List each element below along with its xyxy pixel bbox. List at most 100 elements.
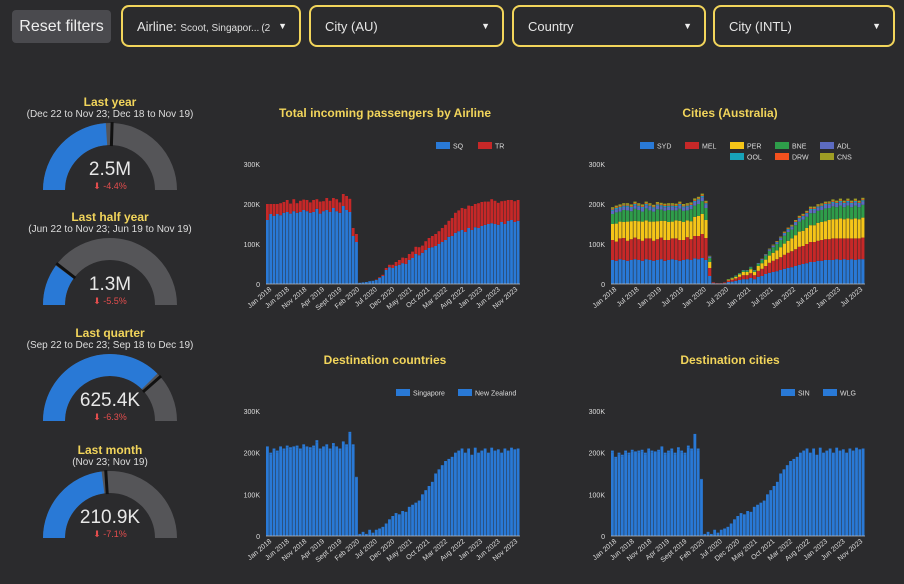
bar-segment-per (693, 216, 697, 236)
bar-segment-sin (703, 533, 707, 536)
bar-segment-singapore (411, 504, 414, 536)
y-tick-label: 200K (244, 451, 261, 458)
bar-segment-syd (752, 279, 757, 284)
gauge-arc (43, 470, 177, 539)
bar-segment-mel (741, 275, 745, 280)
bar-segment-drw (678, 203, 682, 204)
bar-segment-bne (640, 211, 645, 222)
bar-segment-per (708, 262, 712, 268)
bar-segment-per (670, 221, 674, 239)
bar-segment-sq (305, 211, 309, 284)
bar-segment-singapore (467, 448, 471, 536)
bar-segment-tr (338, 202, 342, 213)
city-au-filter-dropdown[interactable]: City (AU) ▼ (309, 5, 504, 47)
bar-segment-mel (696, 236, 701, 260)
y-tick-label: 0 (256, 534, 260, 541)
bar-segment-sq (282, 212, 286, 284)
bar-segment-drw (794, 221, 798, 222)
bar-segment-sq (269, 214, 273, 284)
bar-segment-sq (510, 220, 513, 284)
bar-segment-mel (782, 254, 786, 269)
bar-segment-sin (736, 516, 740, 536)
bar-segment-per (700, 214, 704, 234)
bar-segment-sq (437, 244, 441, 284)
bar-segment-ool (808, 208, 813, 210)
bar-segment-singapore (358, 533, 362, 536)
bar-segment-mel (827, 239, 831, 260)
bar-segment-wlg (647, 448, 651, 451)
bar-segment-mel (764, 266, 768, 274)
bar-segment-per (794, 235, 798, 250)
bar-segment-tr (325, 198, 329, 210)
city-intl-filter-dropdown[interactable]: City (INTL) ▼ (713, 5, 895, 47)
bar-segment-sin (690, 450, 693, 536)
bar-segment-cns (861, 197, 865, 200)
bar-segment-new-zealand (298, 448, 302, 451)
country-filter-dropdown[interactable]: Country ▼ (512, 5, 706, 47)
bar-segment-adl (708, 256, 712, 258)
bar-segment-syd (801, 264, 805, 284)
bar-segment-bne (794, 225, 798, 236)
bar-segment-tr (424, 241, 428, 250)
bar-segment-per (681, 222, 686, 240)
bar-segment-bne (704, 208, 708, 220)
bar-segment-tr (463, 208, 467, 232)
gauge-arc (43, 121, 177, 191)
airline-filter-label: Airline: Scoot, Singapor...(2) (137, 18, 271, 34)
bar-segment-sin (676, 449, 680, 536)
bar-segment-tr (345, 196, 348, 210)
bar-segment-drw (663, 205, 667, 206)
legend-swatch (685, 142, 699, 149)
bar-segment-singapore (506, 450, 510, 536)
bar-segment-drw (681, 205, 686, 207)
y-tick-label: 0 (601, 282, 605, 289)
bar-segment-cns (827, 201, 831, 203)
bar-segment-per (775, 250, 779, 260)
bar-segment-ool (812, 208, 816, 210)
bar-segment-mel (835, 238, 839, 260)
legend-swatch (775, 153, 789, 160)
bar-segment-syd (861, 259, 865, 284)
bar-segment-sq (292, 211, 296, 284)
bar-segment-syd (771, 272, 775, 284)
bar-segment-tr (506, 200, 510, 221)
gauge-delta: ⬇ -5.5% (93, 296, 127, 306)
bar-segment-bne (752, 270, 757, 272)
bar-segment-mel (648, 238, 652, 260)
gauge-title: Last quarter (75, 326, 145, 340)
bar-segment-syd (857, 259, 861, 284)
bar-segment-per (790, 238, 794, 252)
bar-segment-sin (706, 531, 710, 536)
bar-segment-drw (853, 200, 857, 201)
bar-segment-syd (708, 276, 712, 284)
bar-segment-singapore (490, 447, 494, 536)
bar-segment-sin (624, 452, 627, 536)
x-tick-label: Jul 2023 (840, 286, 865, 308)
bar-segment-sq (388, 267, 391, 284)
bar-segment-tr (351, 228, 355, 236)
bar-segment-cns (786, 227, 790, 229)
bar-segment-bne (838, 205, 843, 219)
bar-segment-mel (850, 238, 854, 260)
reset-filters-button[interactable]: Reset filters (12, 10, 111, 43)
bar-segment-sq (364, 282, 368, 284)
airline-filter-dropdown[interactable]: Airline: Scoot, Singapor...(2) ▼ (121, 5, 301, 47)
chart-title: Destination cities (680, 353, 780, 367)
bar-segment-drw (611, 208, 615, 210)
bar-segment-sin (792, 458, 796, 536)
bar-segment-sq (328, 212, 332, 284)
bar-segment-syd (745, 279, 749, 284)
bar-segment-mel (749, 273, 753, 278)
bar-segment-per (857, 219, 861, 239)
bar-segment-sin (614, 458, 618, 536)
bar-segment-adl (790, 227, 794, 230)
bar-segment-sq (440, 242, 444, 284)
bar-segment-tr (460, 208, 464, 230)
bar-segment-bne (652, 211, 656, 222)
bar-segment-tr (404, 258, 408, 264)
bar-segment-tr (434, 234, 438, 246)
bar-segment-ool (670, 205, 674, 207)
bar-segment-sq (384, 270, 388, 284)
bar-segment-sq (434, 246, 438, 284)
bar-segment-cns (681, 204, 686, 206)
